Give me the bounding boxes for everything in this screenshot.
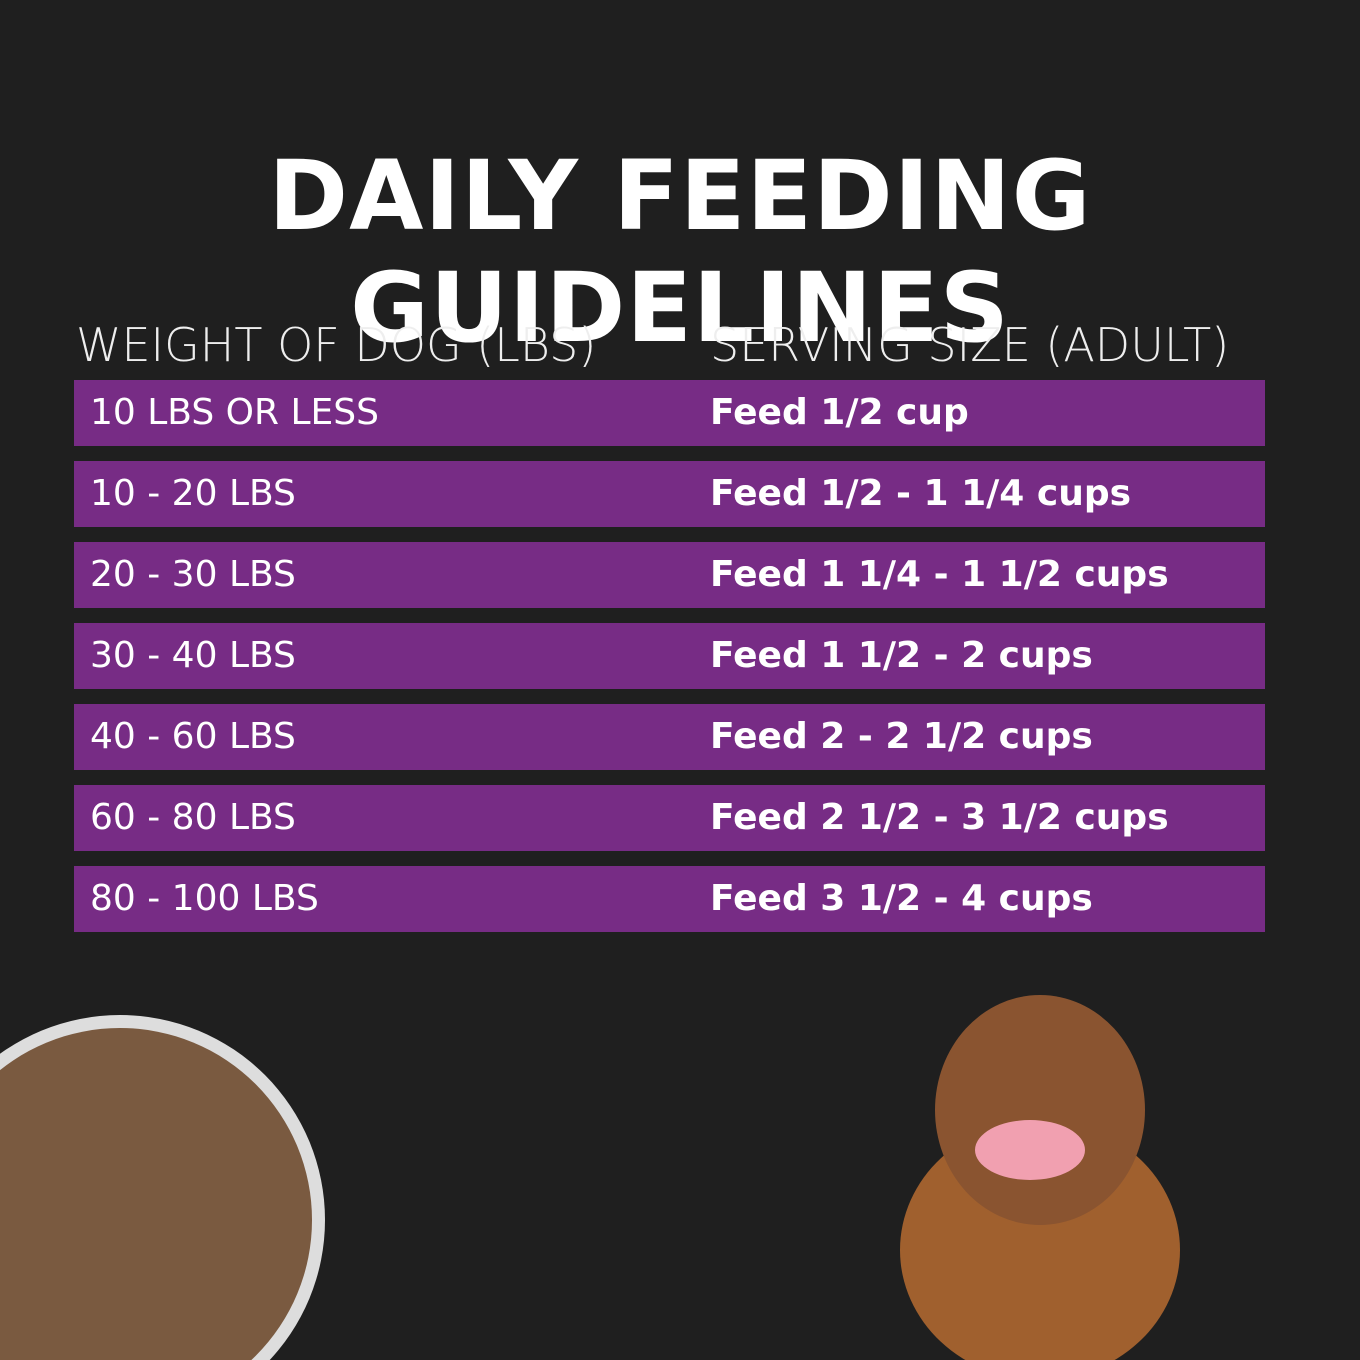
kibble bbox=[0, 1028, 312, 1360]
title: DAILY FEEDING GUIDELINES bbox=[268, 140, 1092, 364]
bowl bbox=[0, 1015, 325, 1360]
weight-cell: 10 LBS OR LESS bbox=[90, 392, 379, 433]
serving-cell: Feed 1 1/4 - 1 1/2 cups bbox=[710, 554, 1169, 595]
table-row: 60 - 80 LBS Feed 2 1/2 - 3 1/2 cups bbox=[74, 785, 1265, 851]
table-row: 30 - 40 LBS Feed 1 1/2 - 2 cups bbox=[74, 623, 1265, 689]
table-row: 10 LBS OR LESS Feed 1/2 cup bbox=[74, 380, 1265, 446]
weight-cell: 60 - 80 LBS bbox=[90, 797, 296, 838]
weight-cell: 40 - 60 LBS bbox=[90, 716, 296, 757]
header-weight: WEIGHT OF DOG (LBS) bbox=[76, 318, 597, 372]
serving-cell: Feed 3 1/2 - 4 cups bbox=[710, 878, 1093, 919]
table-row: 10 - 20 LBS Feed 1/2 - 1 1/4 cups bbox=[74, 461, 1265, 527]
serving-cell: Feed 1/2 - 1 1/4 cups bbox=[710, 473, 1132, 514]
table-row: 40 - 60 LBS Feed 2 - 2 1/2 cups bbox=[74, 704, 1265, 770]
weight-cell: 10 - 20 LBS bbox=[90, 473, 296, 514]
table-row: 20 - 30 LBS Feed 1 1/4 - 1 1/2 cups bbox=[74, 542, 1265, 608]
serving-cell: Feed 2 1/2 - 3 1/2 cups bbox=[710, 797, 1169, 838]
serving-cell: Feed 1/2 cup bbox=[710, 392, 969, 433]
dog-tongue bbox=[975, 1120, 1085, 1180]
weight-cell: 80 - 100 LBS bbox=[90, 878, 319, 919]
dog-body bbox=[900, 1120, 1180, 1360]
serving-cell: Feed 2 - 2 1/2 cups bbox=[710, 716, 1093, 757]
weight-cell: 20 - 30 LBS bbox=[90, 554, 296, 595]
table-row: 80 - 100 LBS Feed 3 1/2 - 4 cups bbox=[74, 866, 1265, 932]
header-serving: SERVING SIZE (ADULT) bbox=[710, 318, 1230, 372]
weight-cell: 30 - 40 LBS bbox=[90, 635, 296, 676]
dog-head bbox=[935, 995, 1145, 1225]
serving-cell: Feed 1 1/2 - 2 cups bbox=[710, 635, 1093, 676]
